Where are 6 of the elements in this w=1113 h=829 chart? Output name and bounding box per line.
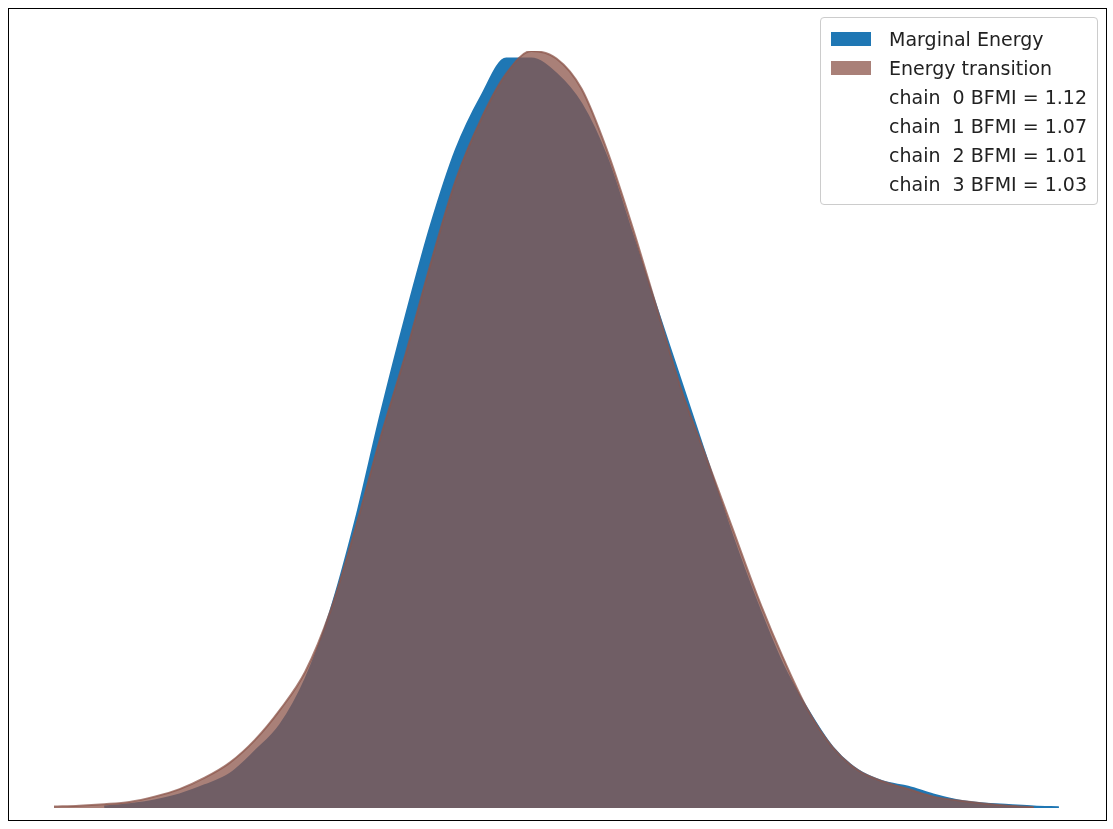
annotation: chain 1 BFMI = 1.07 bbox=[888, 113, 1087, 139]
legend-label: Energy transition bbox=[889, 56, 1053, 79]
annotation: chain 0 BFMI = 1.12 bbox=[888, 84, 1087, 110]
annotation: chain 2 BFMI = 1.01 bbox=[888, 142, 1087, 168]
legend-label: Marginal Energy bbox=[889, 27, 1044, 50]
annotation: chain 3 BFMI = 1.03 bbox=[888, 171, 1087, 197]
